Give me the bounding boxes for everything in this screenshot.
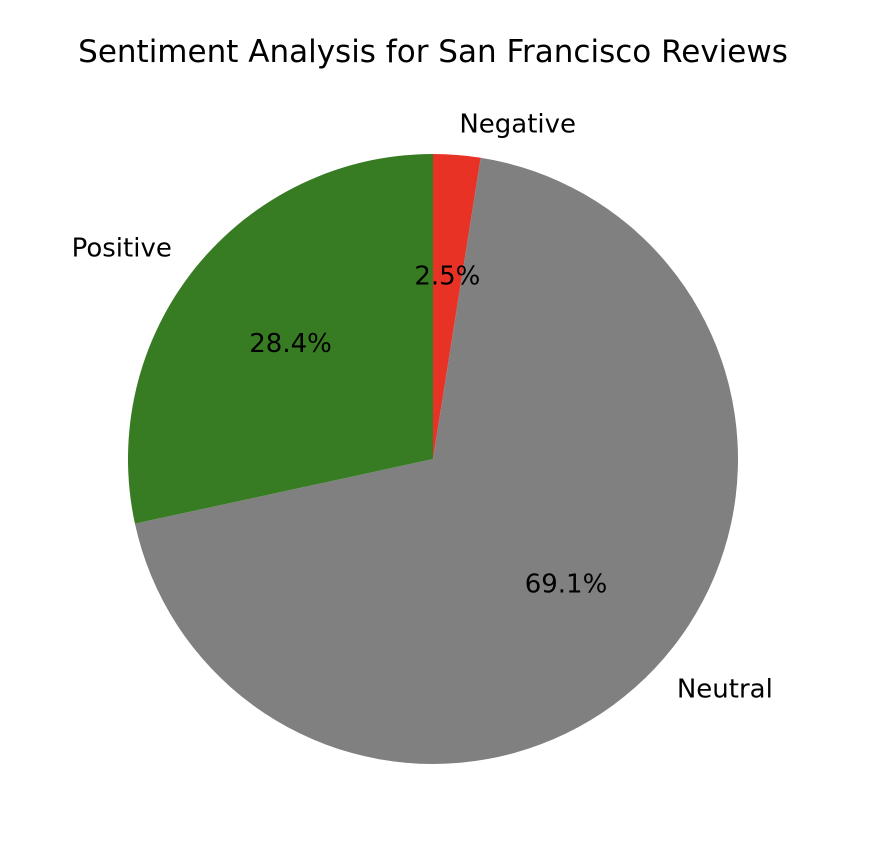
slice-percent-positive: 28.4% [249,329,332,359]
slice-percent-neutral: 69.1% [525,570,608,600]
slice-label-negative: Negative [459,110,576,140]
pie-slice-positive [127,154,433,524]
slice-label-neutral: Neutral [677,674,773,704]
chart-title: Sentiment Analysis for San Francisco Rev… [78,34,788,70]
pie-slice-negative [433,154,481,459]
slice-label-positive: Positive [72,233,172,263]
pie-slices [127,154,738,765]
slice-percent-negative: 2.5% [414,262,480,292]
pie-slice-neutral [134,157,738,765]
pie-labels: Negative 2.5% Neutral 69.1% Positive 28.4% [72,110,773,705]
